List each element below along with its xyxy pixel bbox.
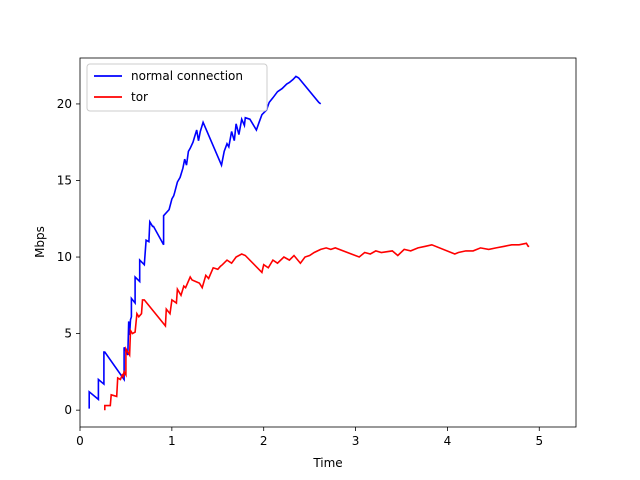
series-line-tor (104, 242, 530, 411)
y-tick-label: 20 (57, 97, 72, 111)
x-tick-label: 2 (260, 434, 268, 448)
x-tick-label: 1 (168, 434, 176, 448)
x-tick-label: 5 (535, 434, 543, 448)
y-tick-label: 5 (64, 327, 72, 341)
x-tick-label: 3 (352, 434, 360, 448)
legend-label-tor: tor (131, 90, 148, 104)
legend-label-normal-connection: normal connection (131, 69, 243, 83)
x-tick-label: 0 (76, 434, 84, 448)
y-tick-label: 15 (57, 173, 72, 187)
y-tick-label: 10 (57, 250, 72, 264)
series-layer (88, 75, 530, 411)
legend-box (86, 63, 268, 112)
y-tick-label: 0 (64, 403, 72, 417)
x-axis: 0 1 2 3 4 5 (76, 427, 543, 448)
plot-frame (79, 57, 577, 428)
x-axis-label: Time (312, 456, 342, 470)
y-axis: 0 5 10 15 20 (57, 97, 80, 417)
legend: normal connection tor (86, 63, 268, 112)
series-line-normal-connection (88, 75, 322, 409)
y-axis-label: Mbps (33, 226, 47, 258)
x-tick-label: 4 (444, 434, 452, 448)
plot-area (80, 58, 576, 427)
